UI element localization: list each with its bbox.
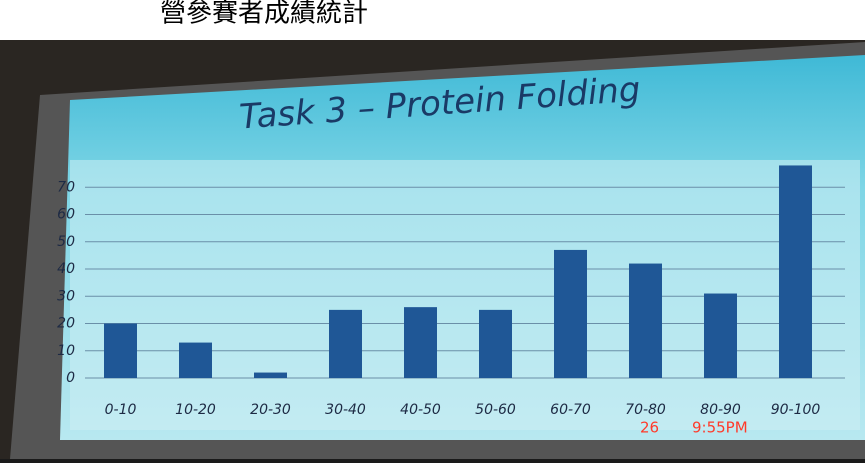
y-tick-label: 30 <box>57 288 75 304</box>
y-tick-label: 40 <box>57 261 75 277</box>
x-tick-label: 40-50 <box>400 402 441 418</box>
plot: 0 10 20 30 40 50 60 70 0-10 10-20 20-30 30-40 40-50 5… <box>57 165 845 418</box>
y-tick-label: 50 <box>57 234 75 250</box>
bar <box>179 342 212 378</box>
bar <box>554 249 587 378</box>
x-tick-label: 60-70 <box>550 402 591 418</box>
y-tick-label: 10 <box>57 343 75 359</box>
bar <box>479 309 512 378</box>
y-tick-label: 20 <box>57 316 75 332</box>
x-tick-label: 20-30 <box>250 402 291 418</box>
timestamp-date: 26 <box>640 419 659 437</box>
x-tick-label: 90-100 <box>771 402 821 418</box>
bar <box>704 293 737 378</box>
x-tick-label: 50-60 <box>475 402 516 418</box>
x-tick-label: 30-40 <box>325 402 366 418</box>
x-tick-label: 0-10 <box>105 402 137 418</box>
bar <box>779 165 812 378</box>
bar <box>329 309 362 378</box>
x-tick-label: 10-20 <box>175 402 216 418</box>
y-tick-label: 70 <box>57 179 75 195</box>
caption: 營參賽者成績統計 <box>160 0 368 29</box>
bar <box>629 263 662 378</box>
timestamp-time: 9:55PM <box>692 419 748 437</box>
y-tick-label: 0 <box>66 370 75 386</box>
x-tick-label: 80-90 <box>700 402 741 418</box>
caption-band <box>0 0 865 40</box>
bar <box>404 307 437 378</box>
x-tick-label: 70-80 <box>625 402 666 418</box>
bar <box>104 323 137 378</box>
bar <box>254 372 287 378</box>
y-tick-label: 60 <box>57 207 75 223</box>
plot-area <box>70 160 860 430</box>
